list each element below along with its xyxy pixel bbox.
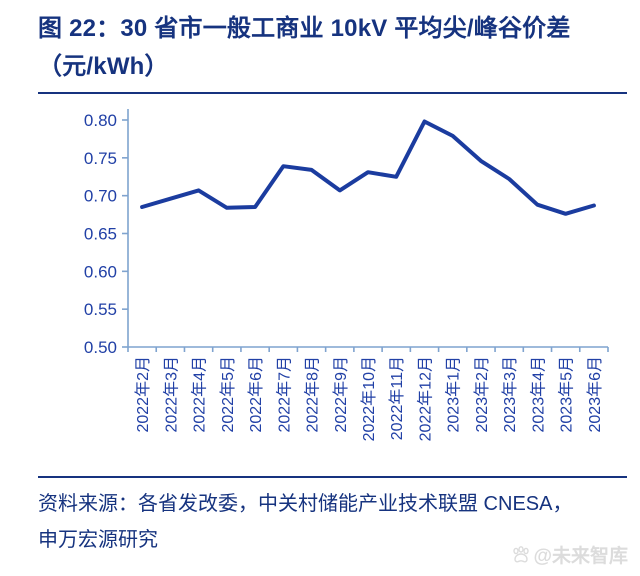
- x-tick-label: 2023年3月: [501, 356, 519, 433]
- x-tick-label: 2023年1月: [445, 356, 463, 433]
- y-tick-label: 0.65: [84, 225, 117, 244]
- x-tick-label: 2022年4月: [191, 356, 209, 433]
- x-tick-label: 2022年9月: [332, 356, 350, 433]
- watermark-text: @未来智库: [533, 546, 628, 567]
- figure-title-line1: 图 22：30 省市一般工商业 10kV 平均尖/峰谷价差: [38, 15, 571, 42]
- footer-separator-line: [38, 476, 627, 478]
- figure-title-line2: （元/kWh）: [38, 53, 169, 80]
- title-separator-line: [38, 92, 627, 94]
- x-tick-label: 2022年7月: [275, 356, 293, 433]
- x-tick-label: 2022年11月: [388, 356, 406, 440]
- series-line: [140, 119, 596, 216]
- x-tick-label: 2023年2月: [473, 356, 491, 433]
- x-tick-label: 2023年5月: [558, 356, 576, 433]
- x-tick-label: 2022年3月: [162, 356, 180, 433]
- y-tick-label: 0.50: [84, 338, 117, 357]
- x-tick-label: 2023年6月: [586, 356, 604, 433]
- y-tick-label: 0.70: [84, 187, 117, 206]
- line-chart: 0.50 0.55 0.60 0.65 0.70 0.75 0.80 2022年2月 2022年…: [0, 93, 640, 476]
- source-line2: 申万宏源研究: [38, 529, 158, 551]
- x-tick-label: 2022年6月: [247, 356, 265, 433]
- x-tick-label: 2022年12月: [416, 356, 434, 441]
- y-tick-label: 0.75: [84, 149, 117, 168]
- x-tick-label: 2022年2月: [134, 356, 152, 433]
- y-tick-label: 0.80: [84, 111, 117, 130]
- figure-title: 图 22：30 省市一般工商业 10kV 平均尖/峰谷价差 （元/kWh）: [38, 10, 630, 86]
- source-attribution: 资料来源：各省发改委，中关村储能产业技术联盟 CNESA， 申万宏源研究: [38, 486, 623, 558]
- paw-logo-icon: [513, 545, 530, 562]
- chart-svg: 0.50 0.55 0.60 0.65 0.70 0.75 0.80 2022年2月 2022年…: [84, 109, 609, 441]
- x-tick-label: 2022年5月: [219, 356, 237, 433]
- x-tick-label: 2023年4月: [529, 356, 547, 433]
- y-tick-label: 0.55: [84, 300, 117, 319]
- x-tick-label: 2022年8月: [304, 356, 322, 433]
- y-tick-label: 0.60: [84, 262, 117, 281]
- watermark: @未来智库: [511, 541, 628, 568]
- source-line1: 资料来源：各省发改委，中关村储能产业技术联盟 CNESA，: [38, 493, 573, 515]
- x-tick-label: 2022年10月: [360, 356, 378, 441]
